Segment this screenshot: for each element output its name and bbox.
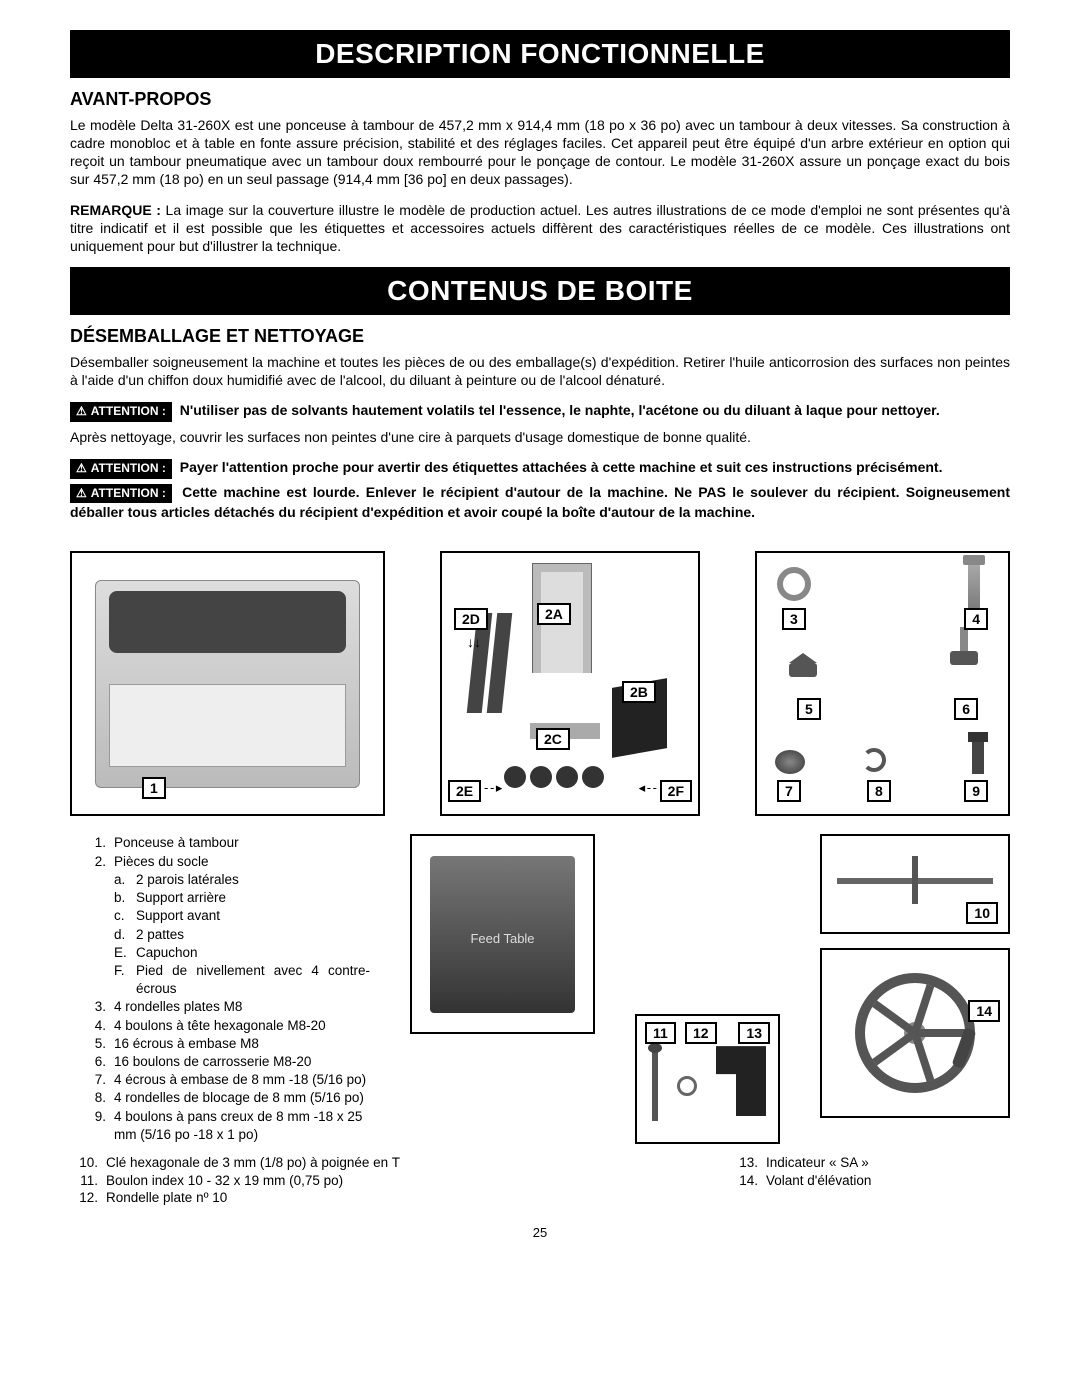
figure-3-hardware: 3 4 5 6 7 8 9: [755, 551, 1010, 816]
handwheel-icon: [855, 973, 975, 1093]
list-item: 2.Pièces du socle: [88, 853, 370, 871]
list-item: 12.Rondelle plate nº 10: [70, 1189, 490, 1207]
washer-icon: [777, 567, 811, 601]
caps-illustration: [502, 766, 642, 796]
sub-header-avant-propos: AVANT-PROPOS: [70, 88, 1010, 111]
label-3: 3: [782, 608, 806, 630]
list-item: 5.16 écrous à embase M8: [88, 1035, 370, 1053]
label-8: 8: [867, 780, 891, 802]
list-item: 6.16 boulons de carrosserie M8-20: [88, 1053, 370, 1071]
bolt-icon: [968, 563, 980, 613]
lower-row: 1.Ponceuse à tambour 2.Pièces du socle a…: [70, 834, 1010, 1144]
figure-5-small-parts: 11 12 13: [635, 1014, 780, 1144]
label-9: 9: [964, 780, 988, 802]
figure-1-machine: 1: [70, 551, 385, 816]
label-5: 5: [797, 698, 821, 720]
label-11: 11: [645, 1022, 676, 1044]
label-1: 1: [142, 777, 166, 799]
avant-propos-text: Le modèle Delta 31-260X est une ponceuse…: [70, 116, 1010, 189]
figure-2-stand-parts: 2A 2B 2C 2D 2E 2F ↓↓ - - ▸ ◂ - -: [440, 551, 700, 816]
list-item: 9.4 boulons à pans creux de 8 mm -18 x 2…: [88, 1108, 370, 1144]
attention-text-1: N'utiliser pas de solvants hautement vol…: [176, 402, 940, 418]
arrow-icon: - - ▸: [484, 780, 501, 797]
label-2a: 2A: [537, 603, 571, 625]
t-wrench-icon: [837, 856, 993, 906]
list-item: a.2 parois latérales: [114, 871, 370, 889]
label-7: 7: [777, 780, 801, 802]
attention-text-3: Cette machine est lourde. Enlever le réc…: [70, 484, 1010, 521]
remarque-label: REMARQUE :: [70, 202, 161, 218]
feed-table-label: Feed Table: [412, 931, 593, 948]
remarque-block: REMARQUE : La image sur la couverture il…: [70, 201, 1010, 256]
arrow-icon: ◂ - -: [639, 780, 656, 797]
list-item: 4.4 boulons à tête hexagonale M8-20: [88, 1017, 370, 1035]
figure-7-handwheel: 14: [820, 948, 1010, 1118]
attention-text-2: Payer l'attention proche pour avertir de…: [176, 459, 943, 475]
after-clean-text: Après nettoyage, couvrir les surfaces no…: [70, 428, 1010, 446]
list-item: 1.Ponceuse à tambour: [88, 834, 370, 852]
section-header-contenus: CONTENUS DE BOITE: [70, 267, 1010, 315]
knob-icon: [775, 750, 805, 774]
label-10: 10: [966, 902, 998, 924]
bracket-icon: [716, 1046, 766, 1116]
list-item: 3.4 rondelles plates M8: [88, 998, 370, 1016]
label-13: 13: [738, 1022, 770, 1044]
list-item: F.Pied de nivellement avec 4 contre-écro…: [114, 962, 370, 998]
label-14: 14: [968, 1000, 1000, 1022]
list-item: E.Capuchon: [114, 944, 370, 962]
parts-list-main: 1.Ponceuse à tambour 2.Pièces du socle a…: [70, 834, 370, 1144]
bolt-icon: [950, 651, 978, 665]
attention-tag-1: ATTENTION :: [70, 402, 172, 422]
spring-icon: [862, 748, 886, 772]
page-number: 25: [70, 1225, 1010, 1242]
sub-header-desemballage: DÉSEMBALLAGE ET NETTOYAGE: [70, 325, 1010, 348]
figure-row-top: 1 2A 2B 2C 2D 2E 2F ↓↓ - - ▸ ◂ - -: [70, 551, 1010, 816]
figure-6-twrench: 10: [820, 834, 1010, 934]
arrow-icon: ↓↓: [467, 633, 481, 651]
label-2e: 2E: [448, 780, 481, 802]
list-item: 13.Indicateur « SA »: [730, 1154, 1010, 1172]
label-2f: 2F: [660, 780, 692, 802]
label-2b: 2B: [622, 681, 656, 703]
machine-illustration: [95, 580, 359, 789]
pin-icon: [652, 1051, 658, 1121]
list-item: 8.4 rondelles de blocage de 8 mm (5/16 p…: [88, 1089, 370, 1107]
attention-tag-3: ATTENTION :: [70, 484, 172, 504]
attention-block-2: ATTENTION : Payer l'attention proche pou…: [70, 458, 1010, 479]
list-item: d.2 pattes: [114, 926, 370, 944]
label-4: 4: [964, 608, 988, 630]
attention-block-1: ATTENTION : N'utiliser pas de solvants h…: [70, 401, 1010, 422]
list-item: 7.4 écrous à embase de 8 mm -18 (5/16 po…: [88, 1071, 370, 1089]
list-item: c.Support avant: [114, 907, 370, 925]
attention-tag-2: ATTENTION :: [70, 459, 172, 479]
desemballage-text: Désemballer soigneusement la machine et …: [70, 353, 1010, 389]
figure-4-feed-table: Feed Table: [410, 834, 595, 1034]
list-item: 10.Clé hexagonale de 3 mm (1/8 po) à poi…: [70, 1154, 490, 1172]
bottom-parts-lists: 10.Clé hexagonale de 3 mm (1/8 po) à poi…: [70, 1154, 1010, 1207]
nut-icon: [789, 663, 817, 677]
label-6: 6: [954, 698, 978, 720]
label-12: 12: [685, 1022, 717, 1044]
section-header-description: DESCRIPTION FONCTIONNELLE: [70, 30, 1010, 78]
label-2c: 2C: [536, 728, 570, 750]
list-item: 11.Boulon index 10 - 32 x 19 mm (0,75 po…: [70, 1172, 490, 1190]
label-2d: 2D: [454, 608, 488, 630]
ring-icon: [677, 1076, 697, 1096]
attention-block-3: ATTENTION : Cette machine est lourde. En…: [70, 483, 1010, 522]
hexbolt-icon: [972, 738, 984, 774]
list-item: b.Support arrière: [114, 889, 370, 907]
remarque-text: La image sur la couverture illustre le m…: [70, 202, 1010, 254]
list-item: 14.Volant d'élévation: [730, 1172, 1010, 1190]
